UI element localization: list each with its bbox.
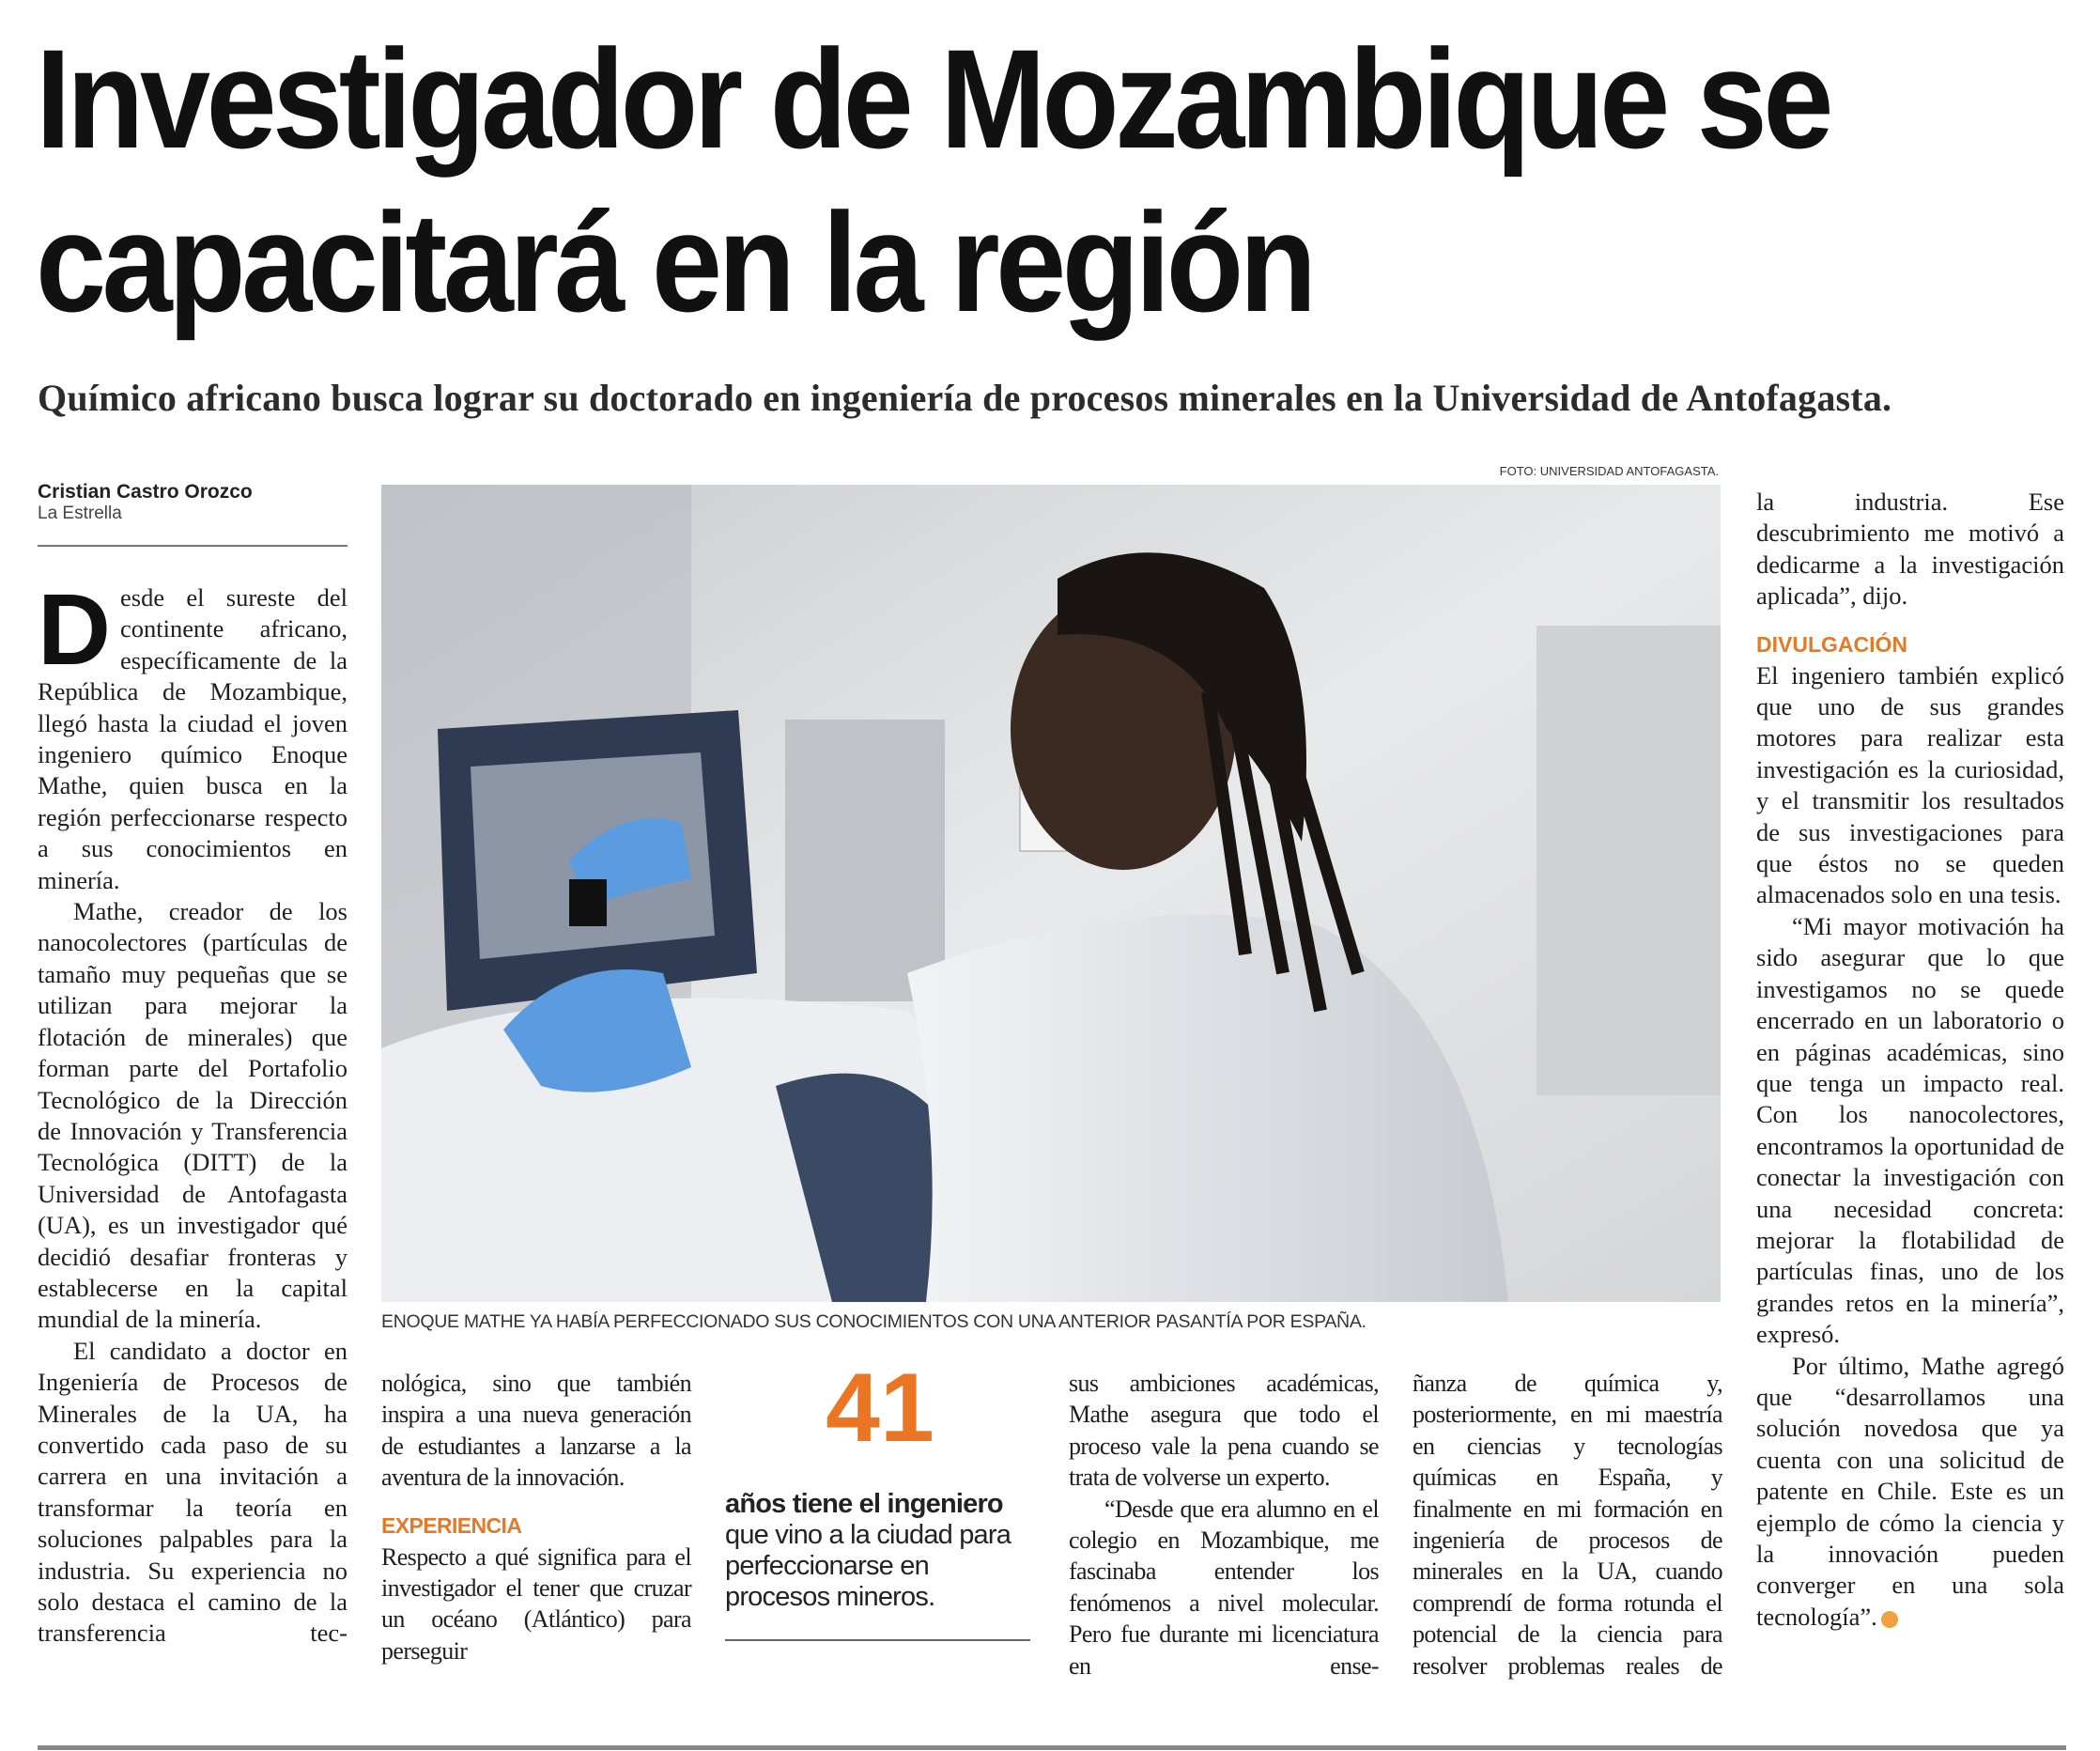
paragraph: esde el sureste del continente africano,…	[38, 583, 347, 894]
body-column-5: ñanza de química y, posteriormente, en m…	[1413, 1368, 1723, 1681]
photo-caption: ENOQUE MATHE YA HABÍA PERFECCIONADO SUS …	[381, 1311, 1367, 1332]
article-photo	[381, 485, 1721, 1302]
subtitle: Químico africano busca lograr su doctora…	[38, 377, 1892, 419]
end-of-article-icon	[1880, 1610, 1898, 1628]
stat-number: 41	[826, 1354, 934, 1463]
paragraph: sus ambiciones académicas, Mathe asegura…	[1069, 1370, 1380, 1492]
paragraph: ñanza de química y, posteriormente, en m…	[1413, 1370, 1723, 1680]
headline-line-1: Investigador de Mozambique se	[36, 20, 1833, 178]
paragraph: Por último, Mathe agregó que “desarrolla…	[1756, 1351, 2064, 1631]
headline-line-2: capacitará en la región	[36, 183, 1317, 341]
byline-outlet: La Estrella	[38, 504, 122, 523]
byline-author: Cristian Castro Orozco	[38, 481, 253, 503]
paragraph: Respecto a qué significa para el investi…	[381, 1542, 692, 1665]
subhead-experiencia: EXPERIENCIA	[381, 1512, 522, 1538]
paragraph: El candidato a doctor en Ingeniería de P…	[38, 1336, 347, 1648]
paragraph: la industria. Ese descubrimiento me moti…	[1756, 488, 2064, 611]
paragraph: El ingeniero también explicó que uno de …	[1756, 660, 2064, 909]
byline-divider	[38, 545, 347, 547]
paragraph: “Mi mayor motivación ha sido asegurar qu…	[1756, 911, 2064, 1349]
photo-credit: FOTO: UNIVERSIDAD ANTOFAGASTA.	[1499, 464, 1719, 478]
body-column-4: sus ambiciones académicas, Mathe asegura…	[1069, 1368, 1380, 1681]
paragraph: “Desde que era alumno en el colegio en M…	[1069, 1495, 1380, 1680]
stat-description: que vino a la ciudad para perfeccionarse…	[725, 1520, 1011, 1612]
stat-divider	[725, 1639, 1030, 1641]
stat-text: años tiene el ingeniero que vino a la ci…	[725, 1489, 1035, 1613]
drop-cap: D	[38, 572, 111, 686]
body-column-2: nológica, sino que también inspira a una…	[381, 1368, 692, 1666]
paragraph: nológica, sino que también inspira a una…	[381, 1370, 692, 1492]
paragraph: Mathe, creador de los nanocolectores (pa…	[38, 897, 347, 1334]
body-column-6: la industria. Ese descubrimiento me moti…	[1756, 487, 2064, 1633]
headline: Investigador de Mozambique se capacitará…	[36, 28, 2064, 333]
subhead-divulgacion: DIVULGACIÓN	[1756, 631, 1907, 657]
lab-scene-illustration	[381, 485, 1721, 1302]
byline: Cristian Castro Orozco La Estrella	[38, 481, 347, 524]
stat-bold-text: años tiene el ingeniero	[725, 1489, 1004, 1519]
page-bottom-rule	[38, 1745, 2066, 1750]
